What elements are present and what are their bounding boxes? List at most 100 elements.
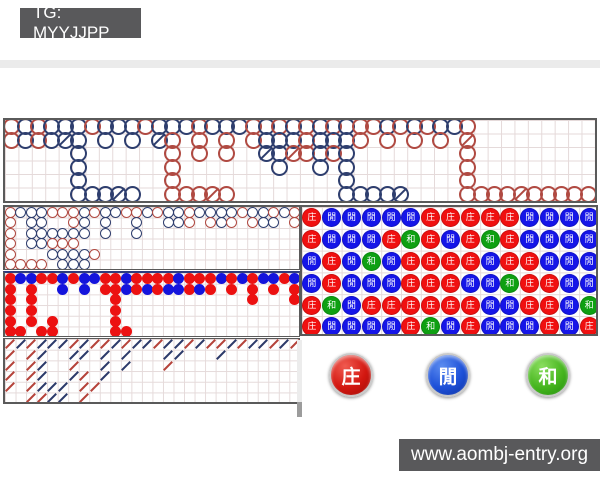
cockroach-slash-mark [89,382,100,393]
small-road-circle [68,259,79,269]
big-eye-road-dot [25,294,37,306]
cockroach-slash-mark [68,360,79,371]
big-eye-road-dot [5,273,16,284]
cockroach-slash-mark [89,339,100,350]
big-road-circle [311,158,329,176]
big-eye-road-dot [110,304,122,316]
bead-plate-circle: 和 [421,317,441,334]
bead-plate-circle: 庄 [421,273,441,293]
big-eye-road-dot [25,304,37,316]
big-eye-road-dot [89,273,101,284]
bead-plate-circle: 庄 [520,273,540,293]
cockroach-slash-mark [258,339,269,350]
small-road-circle [25,238,37,250]
bead-plate-circle: 閒 [342,252,361,271]
big-eye-road-dot [25,315,37,327]
small-road-circle [141,207,153,218]
big-eye-road-dot [278,273,290,284]
big-eye-road-dot [46,273,58,284]
big-eye-road-dot [110,294,122,306]
small-road [3,205,300,270]
big-eye-road-dot [68,273,79,284]
big-eye-road-dot [268,283,280,295]
big-eye-road-dot [57,283,69,295]
big-road-circle [123,185,141,201]
cockroach-slash-mark [163,360,174,371]
banker-button[interactable]: 庄 [329,353,373,397]
cockroach-slash-mark [237,339,248,350]
big-eye-road-dot [141,273,153,284]
bead-plate-circle: 閒 [401,208,421,228]
bead-plate-circle: 庄 [460,230,480,250]
cockroach-slash-mark [47,392,58,402]
bead-plate-circle: 閒 [540,230,559,250]
cockroach-slash-mark [152,339,163,350]
big-eye-road-dot [226,283,238,295]
cockroach-slash-mark [36,339,47,350]
banker-button-label: 庄 [341,366,361,388]
cockroach-slash-mark [68,371,79,382]
small-road-circle [205,207,217,218]
small-road-circle [68,238,79,250]
big-eye-road-dot [236,273,248,284]
small-road-circle [68,227,79,239]
bead-plate-circle: 閒 [460,273,480,293]
big-eye-road-dot [5,326,16,336]
bead-plate-circle: 庄 [302,230,322,250]
big-eye-road-dot [99,283,111,295]
bead-plate-circle: 庄 [579,317,596,334]
big-eye-road-dot [15,273,27,284]
cockroach-slash-mark [5,371,16,382]
big-eye-road-dot [205,273,217,284]
big-eye-road-dot [110,283,122,295]
bead-plate-circle: 庄 [460,252,480,271]
small-road-circle [78,259,90,269]
big-road-circle [271,158,289,176]
small-road-circle [226,207,238,218]
bead-plate-circle: 庄 [421,208,441,228]
big-eye-road-dot [215,273,227,284]
big-eye-road-dot [162,283,174,295]
cockroach-slash-mark [36,371,47,382]
small-road-circle [5,259,16,269]
player-button[interactable]: 閒 [426,353,470,397]
bead-plate-circle: 和 [401,230,421,250]
scrollbar-track[interactable] [297,340,302,402]
small-road-circle [57,248,69,260]
cockroach-slash-mark [47,339,58,350]
small-road-circle [99,227,111,239]
bead-plate-circle: 庄 [322,273,342,293]
cockroach-slash-mark [226,339,237,350]
bead-plate-circle: 庄 [520,252,540,271]
small-road-circle [36,259,48,269]
cockroach-road [3,338,300,404]
bead-plate-circle: 閒 [381,252,401,271]
bead-plate-circle: 庄 [401,295,421,315]
cockroach-slash-mark [36,382,47,393]
big-road-circle [217,185,235,201]
scrollbar-thumb[interactable] [297,402,302,417]
bead-plate-circle: 庄 [421,295,441,315]
bead-plate-circle: 和 [322,295,342,315]
big-eye-road-dot [173,273,185,284]
bead-plate-circle: 閒 [322,317,342,334]
bead-plate-circle: 庄 [441,295,460,315]
cockroach-slash-mark [279,339,290,350]
small-road-circle [110,207,122,218]
tie-button[interactable]: 和 [526,353,570,397]
cockroach-slash-mark [79,392,89,402]
cockroach-slash-mark [36,360,47,371]
big-road-circle [217,145,235,163]
small-road-circle [46,227,58,239]
big-eye-road-dot [152,273,164,284]
small-road-circle [226,217,238,229]
bead-plate-circle: 和 [500,273,520,293]
cockroach-slash-mark [68,350,79,360]
bead-plate-circle: 閒 [520,230,540,250]
small-road-circle [131,217,143,229]
small-road-circle [173,217,185,229]
cockroach-slash-mark [100,360,111,371]
bead-plate-circle: 庄 [500,252,520,271]
big-eye-road-dot [141,283,153,295]
small-road-circle [25,207,37,218]
